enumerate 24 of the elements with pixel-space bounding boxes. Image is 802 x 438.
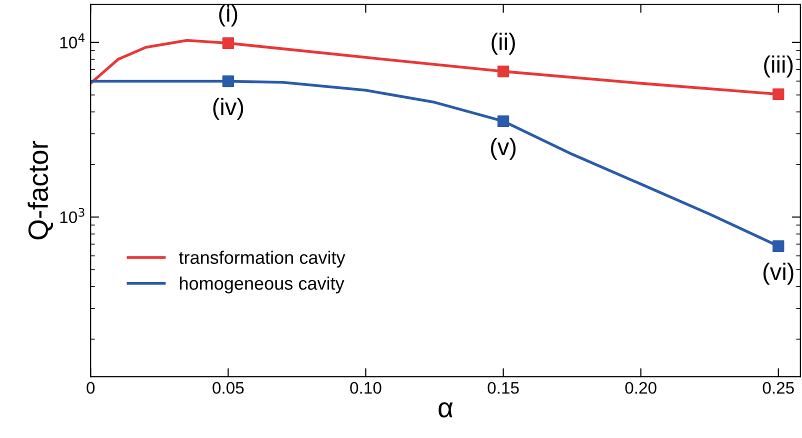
- x-tick-label: 0.20: [625, 382, 656, 394]
- x-tick-label: 0.15: [488, 382, 519, 394]
- legend-label: transformation cavity: [179, 250, 346, 268]
- x-tick-label: 0.05: [212, 382, 244, 394]
- y-axis-title: Q-factor: [28, 140, 54, 240]
- legend-label: homogeneous cavity: [180, 276, 344, 294]
- point: [497, 66, 510, 78]
- x-tick-label: 0.10: [350, 382, 382, 394]
- annotation: (ii): [492, 32, 515, 55]
- point: [497, 115, 510, 128]
- x-tick-label: 0: [86, 382, 95, 394]
- annotation: (iv): [213, 98, 244, 120]
- point: [772, 240, 784, 252]
- point: [222, 75, 234, 88]
- y-tick-label: 10$^{4}$: [60, 33, 85, 48]
- annotation: (vi): [763, 262, 794, 285]
- annotation: (iii): [764, 56, 793, 78]
- annotation: (v): [490, 138, 516, 160]
- x-tick-label: 0.25: [762, 382, 794, 394]
- annotation: (i): [219, 4, 238, 26]
- point: [772, 88, 784, 100]
- point: [222, 37, 234, 49]
- y-tick-label: 10$^{3}$: [60, 208, 84, 224]
- x-axis-title: α: [438, 402, 453, 418]
